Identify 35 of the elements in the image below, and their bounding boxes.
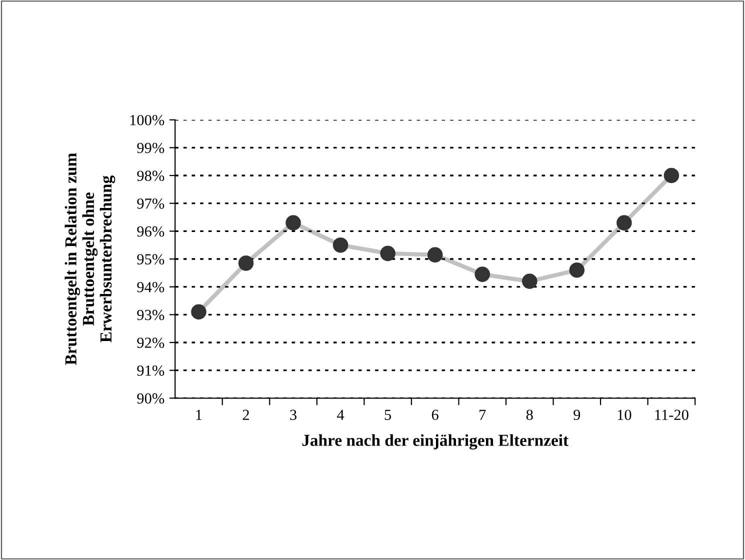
y-tick-label: 96% (137, 226, 164, 237)
y-axis-title: Bruttoentgelt in Relation zum Bruttoentgelt ohne Erwerbsunterbrechung (64, 153, 116, 365)
x-tick-label: 10 (618, 410, 632, 420)
y-tick-label: 90% (137, 393, 164, 404)
y-tick-label: 93% (137, 310, 164, 320)
x-tick-label: 8 (526, 410, 533, 420)
point (569, 262, 585, 278)
y-tick-label: 100% (130, 114, 164, 126)
x-tick-label: 11-20 (655, 410, 688, 420)
point (191, 304, 206, 320)
x-tick-label: 5 (384, 410, 392, 420)
x-tick-label: 2 (242, 410, 249, 420)
x-tick-label: 4 (337, 410, 344, 420)
x-tick-label: 7 (480, 410, 486, 420)
point (332, 237, 348, 253)
point (380, 246, 396, 262)
point (286, 215, 301, 230)
y-tick-label: 98% (137, 170, 164, 182)
x-tick-label: 6 (432, 410, 438, 420)
x-tick-label: 3 (290, 410, 296, 420)
point (427, 247, 443, 262)
point (616, 215, 632, 230)
y-tick-label: 97% (137, 198, 164, 209)
point (238, 256, 254, 271)
y-tick-label: 99% (137, 142, 164, 154)
x-tick-label: 1 (196, 410, 202, 420)
y-tick-label: 95% (137, 254, 164, 264)
y-tick-label: 94% (137, 282, 164, 292)
point (664, 168, 680, 184)
x-axis-title: Jahre nach der einjährigen Elternzeit (302, 434, 568, 450)
y-tick-label: 92% (137, 338, 164, 348)
y-tick-label: 91% (137, 365, 164, 376)
point (474, 266, 490, 282)
point (522, 274, 538, 289)
x-tick-label: 9 (574, 410, 580, 420)
